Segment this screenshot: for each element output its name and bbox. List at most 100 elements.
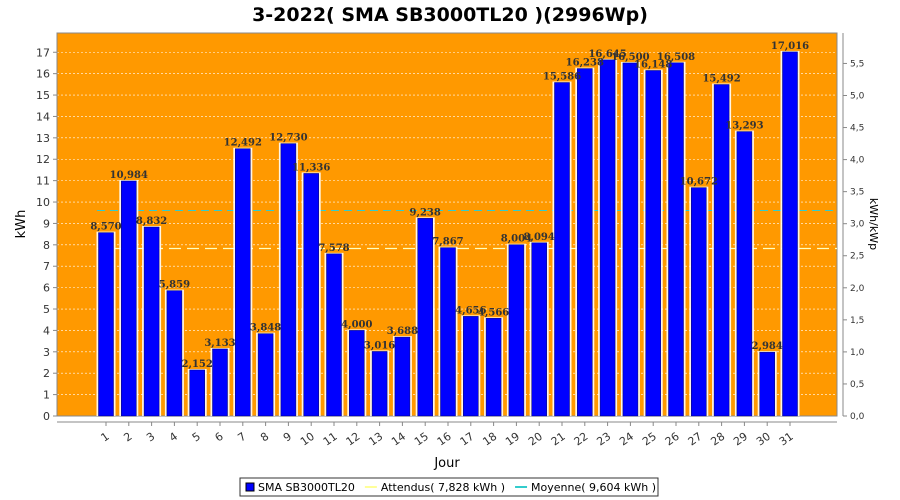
bar — [691, 187, 707, 417]
y-tick-label: 15 — [36, 89, 50, 102]
y2-tick-label: 0,0 — [850, 412, 865, 422]
legend-box — [239, 477, 659, 497]
x-axis-label: Jour — [433, 456, 460, 471]
y2-tick-label: 5,0 — [850, 91, 865, 101]
y-tick-label: 5 — [43, 303, 50, 316]
bar — [485, 318, 502, 417]
bar — [143, 226, 160, 417]
legend-label: Moyenne( 9,604 kWh ) — [531, 481, 656, 494]
y2-tick-label: 5,5 — [850, 59, 864, 69]
bar — [212, 348, 228, 417]
y-axis-label: kWh — [14, 210, 29, 239]
bar — [417, 218, 433, 417]
bar-value-label: 15,586 — [543, 72, 581, 83]
bar-value-label: 3,133 — [204, 338, 235, 349]
bar — [98, 232, 114, 417]
bar-value-label: 3,016 — [364, 340, 395, 351]
bar-value-label: 13,293 — [725, 121, 763, 132]
bar-value-label: 3,688 — [387, 326, 418, 337]
x-tick-label: 7 — [235, 430, 248, 445]
bar-value-label: 7,867 — [432, 237, 463, 248]
bar-value-label: 2,984 — [752, 341, 783, 352]
y2-axis-label: kWh/kWp — [867, 198, 880, 250]
x-tick-label: 9 — [281, 430, 294, 445]
y-tick-label: 4 — [43, 324, 50, 337]
bar-value-label: 5,859 — [159, 280, 190, 291]
bar-value-label: 8,832 — [136, 216, 167, 227]
y-tick-label: 8 — [43, 239, 50, 252]
bar-value-label: 9,238 — [410, 207, 441, 218]
bar — [349, 330, 365, 417]
bar — [121, 180, 137, 417]
bar — [440, 247, 456, 417]
y-tick-label: 13 — [36, 132, 50, 145]
x-tick-label: 10 — [298, 430, 317, 449]
x-tick-label: 22 — [572, 430, 591, 449]
bar-value-label: 4,656 — [455, 305, 486, 316]
legend-label: SMA SB3000TL20 — [258, 481, 355, 494]
y-tick-label: 9 — [43, 217, 50, 230]
x-tick-label: 31 — [777, 430, 796, 449]
y2-tick-label: 2,5 — [850, 252, 864, 262]
y-axis-right: 0,0 0,5 1,0 1,5 2,0 2,5 3,0 3,5 4,0 4,5 5,0 5,5 — [842, 33, 865, 422]
bar — [326, 253, 342, 417]
x-tick-label: 21 — [549, 430, 568, 449]
x-tick-label: 8 — [258, 430, 271, 445]
y2-tick-label: 0,5 — [850, 380, 864, 390]
x-tick-label: 24 — [617, 430, 636, 449]
x-tick-label: 20 — [526, 430, 545, 449]
bar — [394, 336, 411, 417]
x-tick-label: 14 — [389, 430, 408, 449]
bar — [759, 351, 775, 417]
y2-tick-label: 4,0 — [850, 156, 865, 166]
bar — [531, 242, 547, 417]
x-tick-label: 1 — [99, 430, 112, 445]
x-tick-label: 28 — [708, 430, 727, 449]
y-tick-label: 6 — [43, 282, 50, 295]
legend: SMA SB3000TL20 Attendus( 7,828 kWh ) Moyen… — [239, 477, 659, 497]
bar-value-label: 17,016 — [771, 41, 809, 52]
bar-value-label: 12,730 — [269, 133, 307, 144]
legend-swatch-bar — [245, 482, 255, 492]
y-tick-label: 0 — [43, 410, 50, 423]
x-axis: 1 2 3 4 5 6 7 8 9 10 11 12 13 14 15 16 17 18 19 20 21 22 23 24 2… — [57, 421, 837, 449]
bar — [508, 244, 525, 417]
x-tick-label: 17 — [458, 430, 477, 449]
y-tick-label: 7 — [43, 260, 50, 273]
x-tick-label: 30 — [754, 430, 773, 449]
chart-title: 3-2022( SMA SB3000TL20 )(2996Wp) — [252, 4, 648, 26]
x-tick-label: 15 — [412, 430, 431, 449]
bar — [713, 84, 730, 417]
x-tick-label: 13 — [366, 430, 385, 449]
y-tick-label: 14 — [36, 110, 50, 123]
bar-series — [96, 50, 800, 417]
bar-value-label: 15,492 — [702, 74, 740, 85]
y2-tick-label: 1,0 — [850, 348, 865, 358]
x-tick-label: 2 — [121, 430, 134, 445]
bar — [622, 62, 639, 417]
bar-value-label: 8,004 — [501, 234, 532, 245]
bar-value-label: 3,848 — [250, 323, 281, 334]
bar-value-label: 2,152 — [182, 359, 213, 370]
x-tick-label: 6 — [213, 430, 226, 445]
bar-value-label: 16,500 — [611, 52, 649, 63]
x-tick-label: 3 — [144, 430, 157, 445]
y-tick-label: 10 — [36, 196, 50, 209]
data-labels: 8,570 10,984 8,832 5,859 2,152 3,133 12,492 3,8… — [90, 41, 809, 370]
y-tick-label: 17 — [36, 46, 50, 59]
y-tick-label: 2 — [43, 367, 50, 380]
bar — [554, 82, 570, 417]
y2-tick-label: 2,0 — [850, 284, 865, 294]
bar — [303, 173, 319, 417]
y-tick-label: 12 — [36, 153, 50, 166]
x-tick-label: 11 — [321, 430, 340, 449]
y2-tick-label: 3,0 — [850, 220, 865, 230]
bar — [235, 148, 251, 417]
bar-value-label: 11,336 — [292, 162, 330, 173]
bar — [166, 290, 183, 417]
bar — [280, 143, 297, 417]
x-tick-label: 18 — [480, 430, 499, 449]
bar-value-label: 16,148 — [634, 59, 672, 70]
